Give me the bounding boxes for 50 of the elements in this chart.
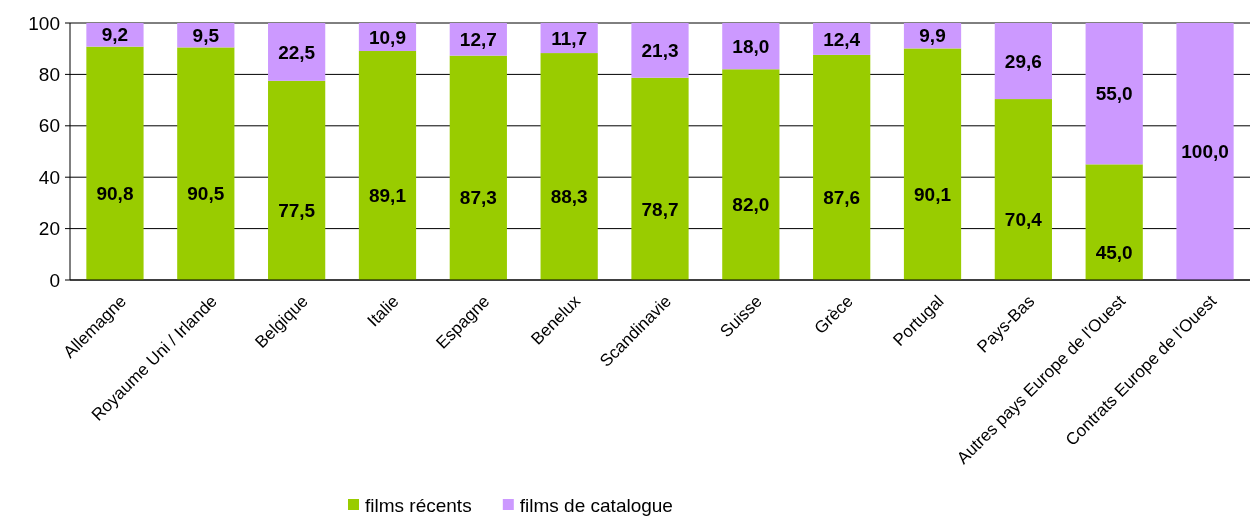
y-tick-label: 0 [49, 269, 60, 291]
data-label: 89,1 [368, 185, 407, 207]
data-label: 21,3 [641, 40, 679, 62]
bar [449, 55, 507, 280]
data-label: 90,1 [914, 183, 952, 205]
data-label: 77,5 [278, 200, 316, 222]
y-tick-label: 80 [38, 64, 60, 86]
data-label: 12,4 [823, 28, 861, 50]
data-label: 78,7 [641, 198, 679, 220]
y-tick-label: 100 [28, 12, 60, 34]
data-label: 90,8 [96, 182, 134, 204]
y-tick-label: 60 [38, 115, 60, 137]
legend-label: films récents [365, 494, 472, 516]
bar [903, 48, 962, 280]
bar [268, 23, 326, 81]
bar [268, 80, 326, 280]
data-label: 87,6 [823, 187, 861, 209]
bar [813, 54, 871, 280]
bar [177, 47, 235, 280]
data-label: 29,6 [1004, 50, 1042, 72]
bar [994, 23, 1052, 100]
data-label: 22,5 [278, 41, 316, 63]
bar [994, 99, 1052, 280]
bar [1085, 164, 1143, 280]
data-label: 88,3 [550, 186, 588, 208]
data-label: 10,9 [368, 26, 406, 48]
bar [86, 46, 144, 280]
data-label: 100,0 [1181, 141, 1229, 163]
bar [631, 23, 689, 78]
y-tick-label: 20 [38, 218, 60, 240]
bar [1176, 23, 1234, 280]
data-label: 11,7 [551, 27, 588, 49]
data-label: 70,4 [1004, 209, 1043, 231]
data-label: 90,5 [187, 183, 225, 205]
data-label: 87,3 [459, 187, 497, 209]
bar [722, 69, 780, 280]
data-label: 12,7 [459, 28, 497, 50]
bar [358, 51, 417, 280]
data-label: 55,0 [1095, 83, 1133, 105]
data-label: 9,9 [919, 25, 946, 47]
data-label: 82,0 [732, 194, 770, 216]
bar [631, 77, 689, 280]
data-label: 9,5 [192, 24, 220, 46]
data-label: 18,0 [732, 35, 770, 57]
data-label: 45,0 [1095, 241, 1133, 263]
data-label: 9,2 [101, 24, 129, 46]
legend-label: films de catalogue [519, 494, 673, 516]
y-tick-label: 40 [38, 166, 60, 188]
bar [1085, 23, 1143, 165]
bar [540, 53, 598, 280]
